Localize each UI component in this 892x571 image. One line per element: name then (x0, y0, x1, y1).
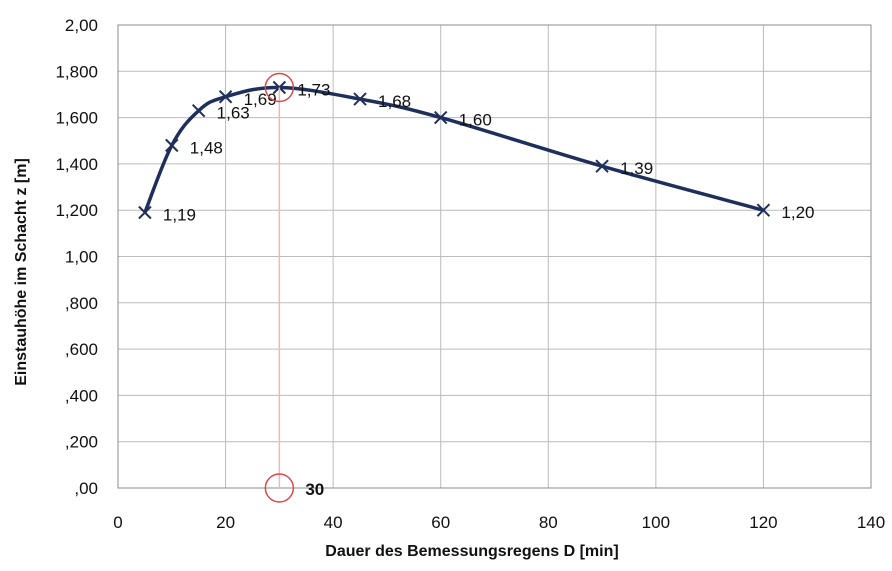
y-tick-label: 1,400 (55, 155, 98, 174)
marker-stroke (434, 110, 448, 125)
y-tick-label: 1,200 (55, 201, 98, 220)
x-tick-label: 60 (431, 513, 450, 532)
marker-stroke (218, 90, 233, 104)
data-label: 1,48 (190, 138, 223, 157)
y-tick-label: ,600 (65, 340, 98, 359)
marker-stroke (191, 103, 206, 118)
data-point-marker (434, 110, 448, 125)
data-point-marker (165, 138, 179, 153)
grid (117, 24, 872, 489)
marker-stroke (353, 92, 367, 106)
data-point-marker (595, 159, 609, 173)
optimum-circle (264, 72, 295, 103)
data-label: 1,63 (217, 104, 250, 123)
y-tick-label: ,400 (65, 386, 98, 405)
data-label: 1,20 (781, 203, 814, 222)
data-label: 1,69 (244, 90, 277, 109)
x-tick-label: 0 (113, 513, 122, 532)
axes: 0 20 40 60 80 100 120 140 ,00 ,200 ,400 ,600 ,800 1,0… (55, 16, 885, 532)
data-point-marker (218, 90, 233, 104)
x-tick-label: 100 (642, 513, 670, 532)
x-tick-label: 40 (324, 513, 343, 532)
data-point-marker (191, 103, 206, 118)
marker-stroke (756, 203, 771, 217)
y-tick-label: 2,00 (65, 16, 98, 35)
data-point-marker (138, 205, 152, 220)
data-label: 1,39 (620, 159, 653, 178)
data-label: 1,60 (459, 111, 492, 130)
y-axis-title: Einstauhöhe im Schacht z [m] (13, 158, 30, 386)
x-tick-label: 80 (539, 513, 558, 532)
y-tick-label: 1,00 (65, 248, 98, 267)
data-label: 1,73 (297, 81, 330, 100)
plot-frame (117, 24, 872, 489)
data-label: 1,19 (163, 206, 196, 225)
x-tick-label: 140 (857, 513, 885, 532)
optimum-marker: 30 (264, 72, 324, 503)
data-label: 1,68 (378, 92, 411, 111)
data-series (138, 80, 771, 220)
y-tick-label: 1,800 (55, 62, 98, 81)
optimum-x-label: 30 (305, 480, 324, 499)
y-tick-label: ,800 (65, 294, 98, 313)
marker-stroke (595, 159, 609, 173)
optimum-x-circle (264, 473, 295, 503)
y-tick-label: 1,600 (55, 109, 98, 128)
x-tick-label: 120 (749, 513, 777, 532)
marker-stroke (138, 205, 152, 220)
x-tick-label: 20 (216, 513, 235, 532)
data-point-marker (756, 203, 771, 217)
data-labels: 1,19 1,48 1,631,69 1,73 1,68 1,60 1,39 1,20 (163, 81, 815, 225)
y-tick-label: ,00 (74, 479, 98, 498)
y-tick-label: ,200 (65, 433, 98, 452)
data-point-marker (353, 92, 367, 106)
x-axis-title: Dauer des Bemessungsregens D [min] (325, 543, 618, 560)
marker-stroke (165, 138, 179, 153)
